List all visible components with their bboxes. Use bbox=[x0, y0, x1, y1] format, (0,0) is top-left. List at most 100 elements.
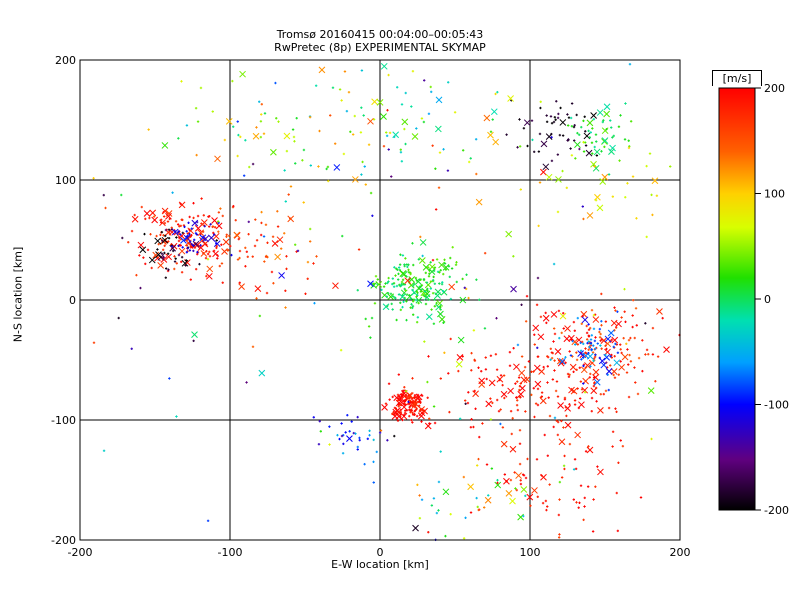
data-point-plus bbox=[354, 432, 357, 435]
data-point-plus bbox=[609, 119, 612, 122]
data-point-plus bbox=[499, 408, 502, 411]
data-point-x bbox=[532, 324, 540, 332]
data-point-plus bbox=[461, 149, 465, 152]
data-point-plus bbox=[411, 70, 415, 73]
data-point-plus bbox=[590, 308, 594, 312]
data-point-plus bbox=[443, 258, 446, 261]
data-point-plus bbox=[556, 210, 560, 214]
data-point-plus bbox=[520, 303, 523, 307]
data-point-plus bbox=[309, 164, 312, 167]
data-point-plus bbox=[607, 406, 611, 410]
data-point-x bbox=[149, 209, 157, 217]
data-point-plus bbox=[552, 120, 556, 124]
data-point-plus bbox=[427, 531, 430, 534]
data-point-x bbox=[214, 155, 221, 163]
data-point-plus bbox=[260, 210, 263, 214]
data-point-x bbox=[509, 445, 517, 453]
data-point-plus bbox=[422, 277, 426, 281]
data-point-plus bbox=[588, 345, 591, 349]
data-point-plus bbox=[583, 505, 586, 508]
data-point-plus bbox=[391, 277, 395, 280]
data-point-x bbox=[351, 176, 359, 183]
data-point-plus bbox=[496, 478, 499, 482]
data-point-plus bbox=[433, 305, 437, 308]
data-point-plus bbox=[571, 355, 574, 358]
data-point-x bbox=[592, 374, 599, 381]
data-point-plus bbox=[396, 419, 400, 422]
data-point-x bbox=[600, 337, 608, 344]
data-point-plus bbox=[568, 442, 572, 446]
data-point-plus bbox=[102, 193, 105, 197]
data-point-plus bbox=[472, 329, 476, 332]
data-point-x bbox=[475, 198, 483, 206]
data-point-plus bbox=[179, 233, 182, 236]
data-point-x bbox=[192, 240, 200, 248]
data-point-plus bbox=[645, 348, 649, 352]
data-point-plus bbox=[449, 256, 452, 260]
data-point-plus bbox=[567, 375, 571, 379]
data-point-plus bbox=[186, 234, 189, 237]
data-point-x bbox=[586, 119, 594, 127]
data-point-plus bbox=[283, 169, 286, 172]
data-point-plus bbox=[248, 165, 251, 169]
data-point-plus bbox=[570, 102, 574, 105]
data-point-plus bbox=[533, 415, 536, 419]
data-point-plus bbox=[620, 316, 623, 319]
data-point-plus bbox=[339, 348, 343, 352]
data-point-plus bbox=[578, 397, 582, 400]
data-point-plus bbox=[607, 173, 611, 176]
data-point-plus bbox=[285, 267, 288, 271]
data-point-x bbox=[419, 257, 426, 264]
data-point-plus bbox=[484, 356, 487, 359]
data-point-plus bbox=[558, 336, 561, 340]
data-point-plus bbox=[411, 305, 415, 308]
data-point-plus bbox=[539, 106, 542, 110]
data-point-plus bbox=[483, 251, 487, 255]
data-point-plus bbox=[219, 207, 222, 210]
data-point-plus bbox=[616, 529, 620, 533]
data-point-plus bbox=[447, 81, 450, 84]
data-point-plus bbox=[215, 239, 218, 242]
data-point-x bbox=[596, 204, 604, 212]
data-point-plus bbox=[380, 288, 383, 292]
data-point-plus bbox=[536, 346, 539, 350]
data-point-plus bbox=[463, 399, 467, 402]
data-point-plus bbox=[572, 370, 575, 374]
data-point-plus bbox=[645, 235, 648, 239]
data-point-plus bbox=[634, 381, 637, 384]
data-point-plus bbox=[366, 437, 369, 441]
data-point-plus bbox=[287, 193, 290, 196]
data-point-x bbox=[503, 477, 510, 485]
data-point-x bbox=[221, 248, 228, 255]
data-point-x bbox=[539, 397, 547, 405]
data-point-plus bbox=[600, 347, 603, 350]
data-point-plus bbox=[352, 431, 355, 435]
data-point-plus bbox=[614, 407, 617, 410]
data-point-plus bbox=[581, 314, 585, 318]
data-point-plus bbox=[411, 411, 414, 415]
data-point-plus bbox=[563, 467, 566, 471]
data-point-plus bbox=[588, 326, 592, 330]
data-point-plus bbox=[205, 243, 208, 247]
data-point-plus bbox=[360, 106, 363, 109]
data-point-plus bbox=[530, 119, 534, 122]
data-point-plus bbox=[541, 501, 545, 505]
data-point-plus bbox=[553, 332, 557, 336]
data-point-plus bbox=[611, 136, 614, 139]
y-tick-label: -100 bbox=[51, 414, 76, 427]
data-point-plus bbox=[184, 264, 187, 267]
data-point-x bbox=[401, 118, 409, 126]
data-point-x bbox=[183, 234, 191, 242]
data-point-plus bbox=[477, 508, 480, 512]
data-point-plus bbox=[407, 400, 410, 404]
data-point-x bbox=[171, 228, 179, 236]
data-point-x bbox=[380, 62, 388, 70]
data-point-plus bbox=[372, 118, 376, 121]
data-point-plus bbox=[232, 125, 235, 128]
data-point-plus bbox=[430, 90, 433, 94]
data-point-plus bbox=[317, 165, 320, 168]
data-point-plus bbox=[540, 391, 544, 394]
data-point-plus bbox=[544, 499, 548, 503]
data-point-plus bbox=[546, 454, 550, 457]
data-point-plus bbox=[396, 399, 400, 402]
